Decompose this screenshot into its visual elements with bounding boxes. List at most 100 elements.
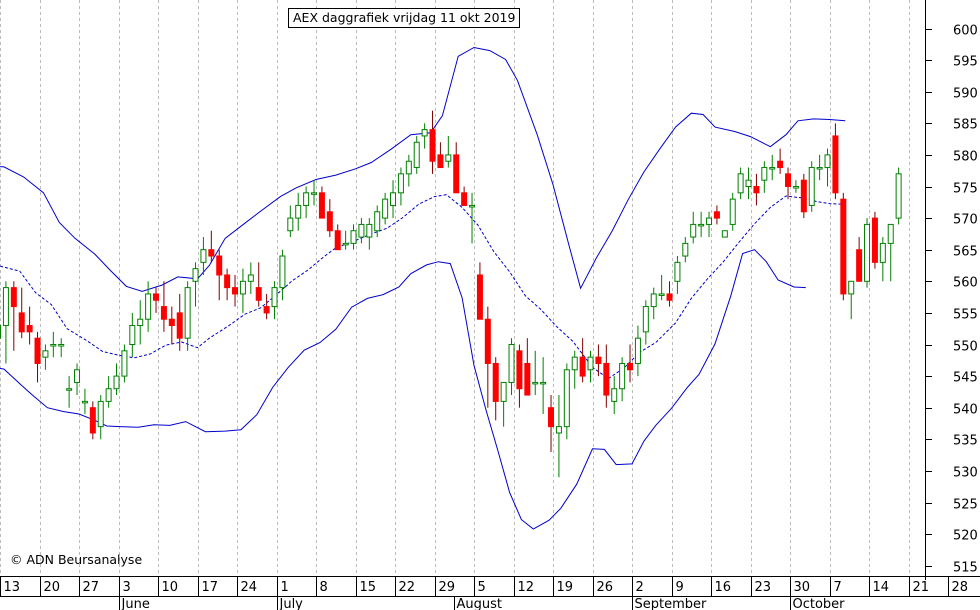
y-tick-label: 590 (953, 87, 978, 102)
candle-down (627, 362, 634, 371)
candle-down (168, 318, 175, 327)
y-tick-label: 580 (953, 150, 978, 165)
candle-down (160, 306, 167, 320)
y-tick-label: 585 (953, 118, 978, 133)
candle-up (634, 337, 641, 364)
candle-up (887, 223, 894, 244)
candle-up (247, 274, 254, 282)
candle-up (650, 293, 657, 308)
x-tick-label: 2 (636, 580, 644, 595)
x-tick-label: 23 (755, 580, 772, 595)
candle-up (58, 344, 65, 347)
candle-up (382, 198, 389, 219)
y-tick-label: 530 (953, 466, 978, 481)
x-tick-label: 20 (44, 580, 61, 595)
x-tick-label: 9 (676, 580, 684, 595)
candle-down (856, 249, 863, 282)
candle-up (390, 192, 397, 206)
candle-up (366, 223, 373, 238)
copyright-notice: © ADN Beursanalyse (10, 552, 143, 567)
x-tick-label: 8 (320, 580, 328, 595)
candle-down (429, 129, 436, 162)
x-tick-label: 19 (557, 580, 574, 595)
x-tick-label: 12 (518, 580, 535, 595)
candle-up (769, 167, 776, 170)
candle-up (879, 242, 886, 263)
candle-down (603, 362, 610, 396)
x-tick-label: 27 (83, 580, 100, 595)
y-tick-label: 575 (953, 182, 978, 197)
x-tick-label: 28 (952, 580, 969, 595)
candle-up (129, 325, 136, 346)
x-tick-label: 17 (202, 580, 219, 595)
bollinger-middle-band (0, 194, 842, 380)
candle-up (358, 223, 365, 238)
bollinger-lower-band (0, 249, 806, 530)
candle-down (832, 135, 839, 194)
y-tick-label: 535 (953, 434, 978, 449)
x-tick-label: 21 (913, 580, 930, 595)
y-tick-label: 570 (953, 213, 978, 228)
x-tick-label: 15 (360, 580, 377, 595)
candle-up (192, 268, 199, 282)
candle-down (437, 154, 444, 169)
candle-up (287, 217, 294, 232)
candle-up (674, 261, 681, 282)
candle-down (176, 312, 183, 339)
x-tick-label: 14 (873, 580, 890, 595)
x-tick-label: 24 (241, 580, 258, 595)
candle-down (232, 287, 239, 295)
y-tick-label: 515 (953, 561, 978, 576)
candle-up (184, 287, 191, 339)
x-tick-label: 22 (399, 580, 416, 595)
candle-down (484, 318, 491, 364)
candle-up (342, 242, 349, 246)
candle-up (311, 192, 318, 195)
month-label: October (793, 597, 846, 610)
candle-up (848, 280, 855, 295)
candle-up (824, 154, 831, 169)
candle-down (10, 287, 17, 308)
candle-up (413, 141, 420, 169)
y-tick-label: 595 (953, 55, 978, 70)
x-tick-label: 16 (715, 580, 732, 595)
y-tick-label: 600 (953, 24, 978, 39)
y-tick-label: 555 (953, 308, 978, 323)
candle-up (81, 400, 88, 404)
candle-down (492, 362, 499, 402)
candle-down (89, 407, 96, 434)
candle-up (682, 242, 689, 257)
candle-up (690, 223, 697, 238)
y-tick-label: 545 (953, 371, 978, 386)
candle-down (153, 293, 160, 301)
candle-down (216, 255, 223, 276)
plot-area (0, 46, 902, 530)
candle-down (476, 274, 483, 320)
candle-up (895, 173, 902, 219)
candle-up (295, 204, 302, 219)
candle-down (326, 211, 333, 232)
candle-up (405, 160, 412, 175)
candle-down (840, 198, 847, 295)
candle-up (737, 173, 744, 194)
candle-up (97, 400, 104, 428)
candle-down (255, 287, 262, 301)
candle-down (334, 230, 341, 251)
x-tick-label: 30 (794, 580, 811, 595)
chart-title: AEX daggrafiek vrijdag 11 okt 2019 (288, 8, 521, 28)
x-tick-label: 7 (834, 580, 842, 595)
candle-up (239, 280, 246, 295)
x-tick-label: 26 (597, 580, 614, 595)
candle-up (500, 381, 507, 402)
candle-down (224, 274, 231, 289)
candle-up (555, 426, 562, 434)
candle-down (453, 154, 460, 194)
candle-down (516, 350, 523, 390)
candle-down (777, 160, 784, 169)
candle-up (658, 293, 665, 296)
x-tick-label: 1 (281, 580, 289, 595)
candle-down (785, 173, 792, 188)
y-tick-label: 525 (953, 498, 978, 513)
candle-up (611, 388, 618, 402)
candle-up (792, 186, 799, 189)
